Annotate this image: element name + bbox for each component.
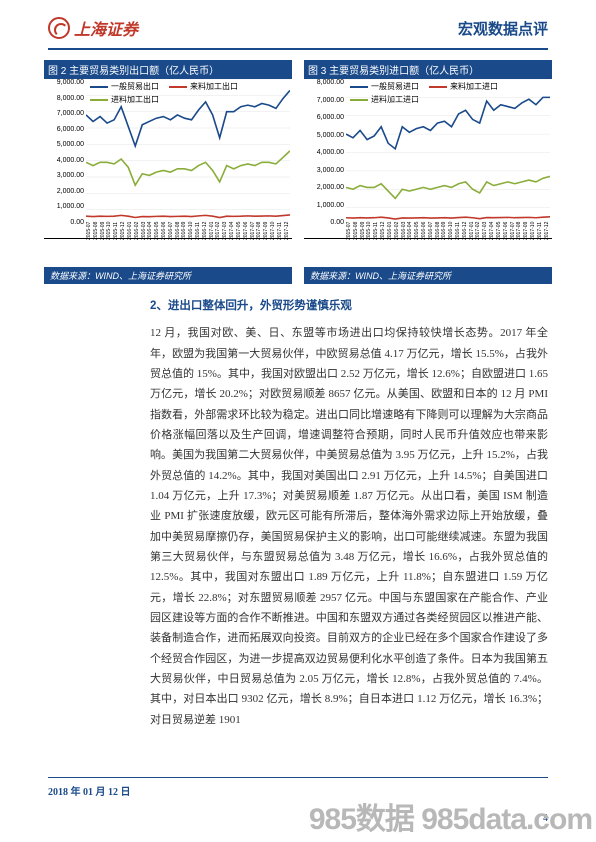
- footer-date: 2018 年 01 月 12 日: [48, 787, 131, 798]
- body-section: 2、进出口整体回升，外贸形势谨慎乐观 12 月，我国对欧、美、日、东盟等市场进出…: [0, 284, 596, 730]
- logo-icon: [48, 17, 70, 39]
- chart-3-source: 数据来源：WIND、上海证券研究所: [304, 267, 552, 284]
- chart-2-plot: [86, 79, 290, 226]
- charts-row: 图 2 主要贸易类别出口额（亿人民币） 一般贸易出口来料加工出口进料加工出口 9…: [0, 60, 596, 284]
- doc-title: 宏观数据点评: [458, 18, 548, 39]
- watermark: 985数据 985data.com: [309, 794, 592, 838]
- chart-2-ylabels: 9,000.008,000.007,000.006,000.005,000.00…: [44, 79, 84, 226]
- body-text: 12 月，我国对欧、美、日、东盟等市场进出口均保持较快增长态势。2017 年全年…: [150, 323, 548, 730]
- chart-2-area: 一般贸易出口来料加工出口进料加工出口 9,000.008,000.007,000…: [44, 79, 292, 239]
- chart-3-area: 一般贸易进口来料加工进口进料加工进口 8,000.007,000.006,000…: [304, 79, 552, 239]
- section-heading: 2、进出口整体回升，外贸形势谨慎乐观: [150, 296, 548, 317]
- page-header: 上海证券 宏观数据点评: [0, 0, 596, 48]
- chart-2-source: 数据来源：WIND、上海证券研究所: [44, 267, 292, 284]
- chart-3-plot: [346, 79, 550, 226]
- chart-3-title: 图 3 主要贸易类别进口额（亿人民币）: [304, 60, 552, 79]
- chart-2-xlabels: 2015-072015-082015-092015-102015-112015-…: [86, 214, 290, 240]
- logo-text: 上海证券: [74, 16, 138, 40]
- chart-3-xlabels: 2015-072015-082015-092015-102015-112015-…: [346, 214, 550, 240]
- chart-3-ylabels: 8,000.007,000.006,000.005,000.004,000.00…: [304, 79, 344, 226]
- chart-3: 图 3 主要贸易类别进口额（亿人民币） 一般贸易进口来料加工进口进料加工进口 8…: [304, 60, 552, 284]
- chart-2: 图 2 主要贸易类别出口额（亿人民币） 一般贸易出口来料加工出口进料加工出口 9…: [44, 60, 292, 284]
- chart-2-title: 图 2 主要贸易类别出口额（亿人民币）: [44, 60, 292, 79]
- footer-rule: [48, 777, 548, 778]
- header-rule: [48, 48, 548, 50]
- logo: 上海证券: [48, 16, 138, 40]
